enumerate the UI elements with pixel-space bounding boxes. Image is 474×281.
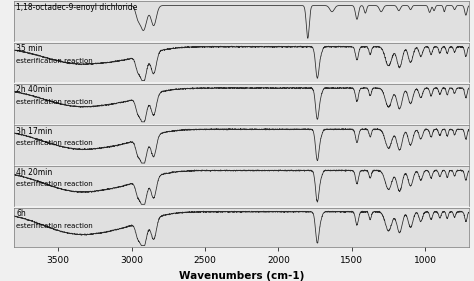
- X-axis label: Wavenumbers (cm-1): Wavenumbers (cm-1): [179, 271, 304, 281]
- Text: 4h 20min: 4h 20min: [17, 168, 53, 177]
- Text: 3h 17min: 3h 17min: [17, 127, 53, 136]
- Text: 1,18-octadec-9-enoyl dichloride: 1,18-octadec-9-enoyl dichloride: [17, 3, 138, 12]
- Text: esterification reaction: esterification reaction: [17, 58, 93, 64]
- Text: esterification reaction: esterification reaction: [17, 182, 93, 187]
- Text: esterification reaction: esterification reaction: [17, 223, 93, 229]
- Text: 6h: 6h: [17, 209, 26, 218]
- Text: esterification reaction: esterification reaction: [17, 140, 93, 146]
- Text: esterification reaction: esterification reaction: [17, 99, 93, 105]
- Text: 2h 40min: 2h 40min: [17, 85, 53, 94]
- Text: 35 min: 35 min: [17, 44, 43, 53]
